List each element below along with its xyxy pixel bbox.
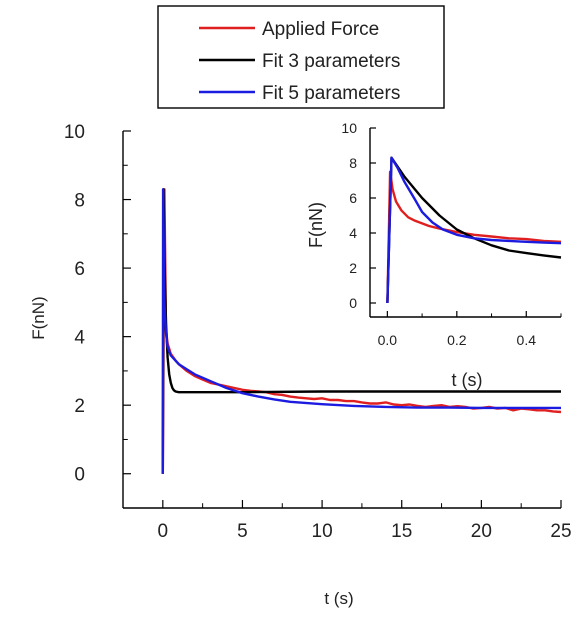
inset-plot-x-tick-label: 0.0 [378,332,398,348]
main-plot-series-line-1 [161,188,562,474]
main-plot-y-tick-label: 0 [74,465,85,486]
main-plot-x-tick-label: 5 [237,521,248,542]
inset-plot-series-line-1 [386,170,562,304]
main-plot-x-tick-label: 15 [391,521,412,542]
legend: Applied Force Fit 3 parameters Fit 5 param… [157,5,445,109]
inset-plot-y-tick-label: 0 [349,295,357,311]
main-plot-y-tick-label: 6 [74,259,85,280]
main-plot-x-axis-label: t (s) [324,589,353,608]
main-plot-y-tick-label: 10 [64,122,85,143]
main-plot-y-tick-label: 4 [74,327,85,348]
legend-label-3: Fit 5 parameters [262,83,400,104]
main-plot-x-tick-label: 25 [550,521,571,542]
inset-plot-y-tick-label: 2 [349,260,357,276]
main-plot-y-axis-label: F(nN) [29,296,48,339]
legend-label-1: Applied Force [262,19,379,40]
inset-plot-series-line-2 [386,156,562,304]
inset-plot: 0 2 4 6 8 10 0.0 0.2 0.4 t (s) F(nN) [306,120,562,390]
inset-plot-y-tick-label: 10 [341,120,357,136]
inset-plot-y-tick-label: 8 [349,155,357,171]
main-plot-x-tick-label: 20 [471,521,492,542]
main-plot-y-tick-label: 8 [74,190,85,211]
main-plot-series-line-2 [161,188,561,474]
main-plot-series-line-3 [161,188,561,474]
main-plot-x-tick-label: 10 [312,521,333,542]
main-plot-y-tick-label: 2 [74,396,85,417]
legend-label-2: Fit 3 parameters [262,51,400,72]
inset-plot-series-line-3 [386,156,562,304]
inset-plot-x-axis-label: t (s) [452,370,483,390]
inset-plot-x-tick-label: 0.4 [517,332,537,348]
main-plot-x-tick-label: 0 [158,521,169,542]
inset-plot-y-tick-label: 4 [349,225,357,241]
inset-plot-y-tick-label: 6 [349,190,357,206]
inset-plot-y-axis-label: F(nN) [306,202,326,248]
inset-plot-x-tick-label: 0.2 [447,332,467,348]
